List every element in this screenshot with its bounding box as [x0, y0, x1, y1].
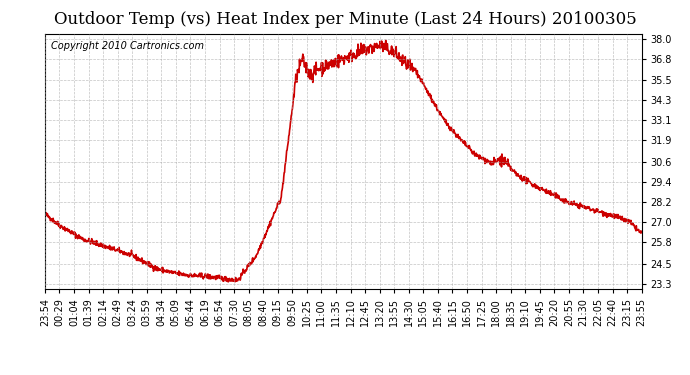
Text: Copyright 2010 Cartronics.com: Copyright 2010 Cartronics.com [51, 41, 204, 51]
Text: Outdoor Temp (vs) Heat Index per Minute (Last 24 Hours) 20100305: Outdoor Temp (vs) Heat Index per Minute … [54, 11, 636, 28]
